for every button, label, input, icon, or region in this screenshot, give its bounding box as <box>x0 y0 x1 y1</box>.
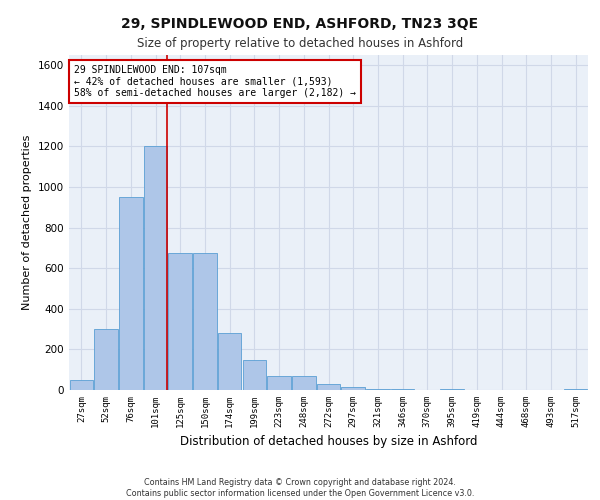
X-axis label: Distribution of detached houses by size in Ashford: Distribution of detached houses by size … <box>180 436 477 448</box>
Text: 29, SPINDLEWOOD END, ASHFORD, TN23 3QE: 29, SPINDLEWOOD END, ASHFORD, TN23 3QE <box>121 18 479 32</box>
Text: Size of property relative to detached houses in Ashford: Size of property relative to detached ho… <box>137 38 463 51</box>
Bar <box>119 197 143 390</box>
Text: 29 SPINDLEWOOD END: 107sqm
← 42% of detached houses are smaller (1,593)
58% of s: 29 SPINDLEWOOD END: 107sqm ← 42% of deta… <box>74 65 356 98</box>
Bar <box>169 253 192 390</box>
Text: Contains HM Land Registry data © Crown copyright and database right 2024.
Contai: Contains HM Land Registry data © Crown c… <box>126 478 474 498</box>
Y-axis label: Number of detached properties: Number of detached properties <box>22 135 32 310</box>
Bar <box>218 333 241 390</box>
Bar <box>341 387 365 390</box>
Bar <box>144 146 167 390</box>
Bar <box>391 389 415 390</box>
Bar <box>94 329 118 390</box>
Bar <box>268 376 291 390</box>
Bar <box>440 389 464 390</box>
Bar <box>366 389 389 390</box>
Bar <box>564 389 587 390</box>
Bar <box>242 360 266 390</box>
Bar <box>317 384 340 390</box>
Bar <box>70 380 93 390</box>
Bar <box>193 253 217 390</box>
Bar <box>292 376 316 390</box>
